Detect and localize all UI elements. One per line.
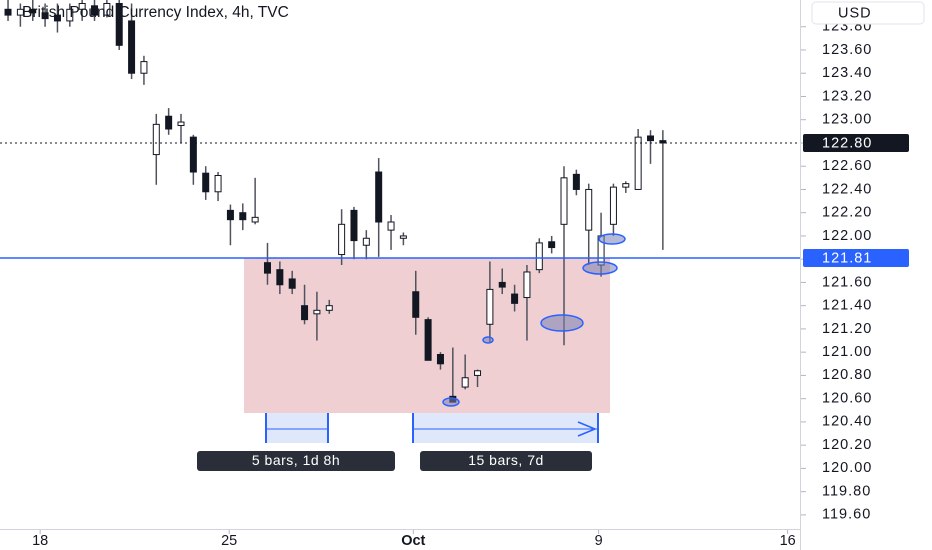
ellipses [442,233,626,407]
candle-body [572,173,580,190]
y-tick-label: 120.80 [822,367,872,383]
x-tick-label: Oct [401,533,425,549]
candle-body [128,20,136,74]
candle-body [4,8,12,16]
candle-body [16,8,24,16]
candle-body [647,135,655,142]
candle-body [585,188,593,231]
y-tick-label: 119.60 [822,507,871,523]
candle-body [362,237,370,246]
candle-body [239,212,247,221]
y-tick-label: 123.00 [822,112,872,128]
measure-label: 5 bars, 1d 8h [252,452,340,468]
x-tick-label: 25 [221,533,237,549]
candle-body [313,309,321,315]
y-tick-label: 119.80 [822,483,871,499]
x-tick-label: 16 [780,533,796,549]
price-label-box [803,249,909,268]
candle-body [548,241,556,249]
candle-body [424,319,432,361]
candle-body [226,209,234,221]
candle-body [152,123,160,156]
y-tick-label: 120.00 [822,460,872,476]
candle-body [474,370,482,376]
measure-label-box [420,451,592,471]
candles [0,0,800,403]
x-tick-label: 9 [595,533,603,549]
candle-body [91,5,99,16]
currency-box[interactable] [811,1,925,25]
measure-label: 15 bars, 7d [468,452,544,468]
candle-body [634,136,642,190]
candle-body [338,223,346,256]
candle-body [214,175,222,193]
candle-body [436,353,444,365]
measure-lines [265,413,599,443]
candle-body [560,177,568,225]
time-axis [0,530,932,550]
candle-body [66,8,74,22]
y-tick-label: 123.20 [822,88,872,104]
y-tick-label: 123.60 [822,42,872,58]
x-tick-label: 18 [32,533,48,549]
y-tick-label: 121.20 [822,321,872,337]
candle-body [511,293,519,304]
candle-body [301,305,309,321]
price-axis [801,0,932,550]
candle-body [498,281,506,288]
candle-body [103,2,111,16]
candle-body [115,2,123,46]
candle-body [461,377,469,388]
candle-body [387,221,395,231]
candle-body [29,8,37,14]
candle-body [140,61,148,74]
y-tick-label: 121.40 [822,298,872,314]
candle-body [535,242,543,271]
candle-body [165,115,173,130]
candle-body [78,2,86,10]
y-tick-label: 122.60 [822,158,872,174]
candle-body [325,305,333,311]
price-label: 122.80 [822,135,872,151]
measure-box [413,413,598,443]
candle-body [659,140,667,144]
candle-body [177,121,185,127]
candle-body [622,183,630,188]
chart-title: British Pound Currency Index, 4h, TVC [22,4,289,21]
axes: 119.60 119.80 120.00 120.20 120.40 120.60 120.… [32,19,909,549]
y-tick-label: 120.60 [822,390,872,406]
candle-body [276,269,284,286]
y-tick-label: 122.40 [822,181,872,197]
candle-body [609,186,617,225]
candle-body [189,136,197,173]
candle-body [486,288,494,325]
measure-label-box [197,451,395,471]
candle-body [350,209,358,242]
currency: USD [838,5,872,21]
measure-box [266,413,328,443]
candle-body [523,271,531,299]
candle-body [375,171,383,223]
price-label-box [803,133,909,152]
candle-body [263,262,271,274]
candle-body [41,12,49,20]
y-tick-label: 122.00 [822,228,872,244]
price-label: 121.81 [822,250,872,266]
candle-body [202,172,210,193]
y-tick-label: 121.60 [822,274,872,290]
y-tick-label: 123.40 [822,65,872,81]
y-tick-label: 120.40 [822,414,872,430]
candle-body [399,235,407,239]
candle-body [412,291,420,318]
candle-body [53,14,61,22]
candle-body [288,278,296,289]
y-tick-label: 121.00 [822,344,872,360]
y-tick-label: 122.20 [822,205,872,221]
candle-body [251,216,259,223]
y-tick-label: 120.20 [822,437,872,453]
